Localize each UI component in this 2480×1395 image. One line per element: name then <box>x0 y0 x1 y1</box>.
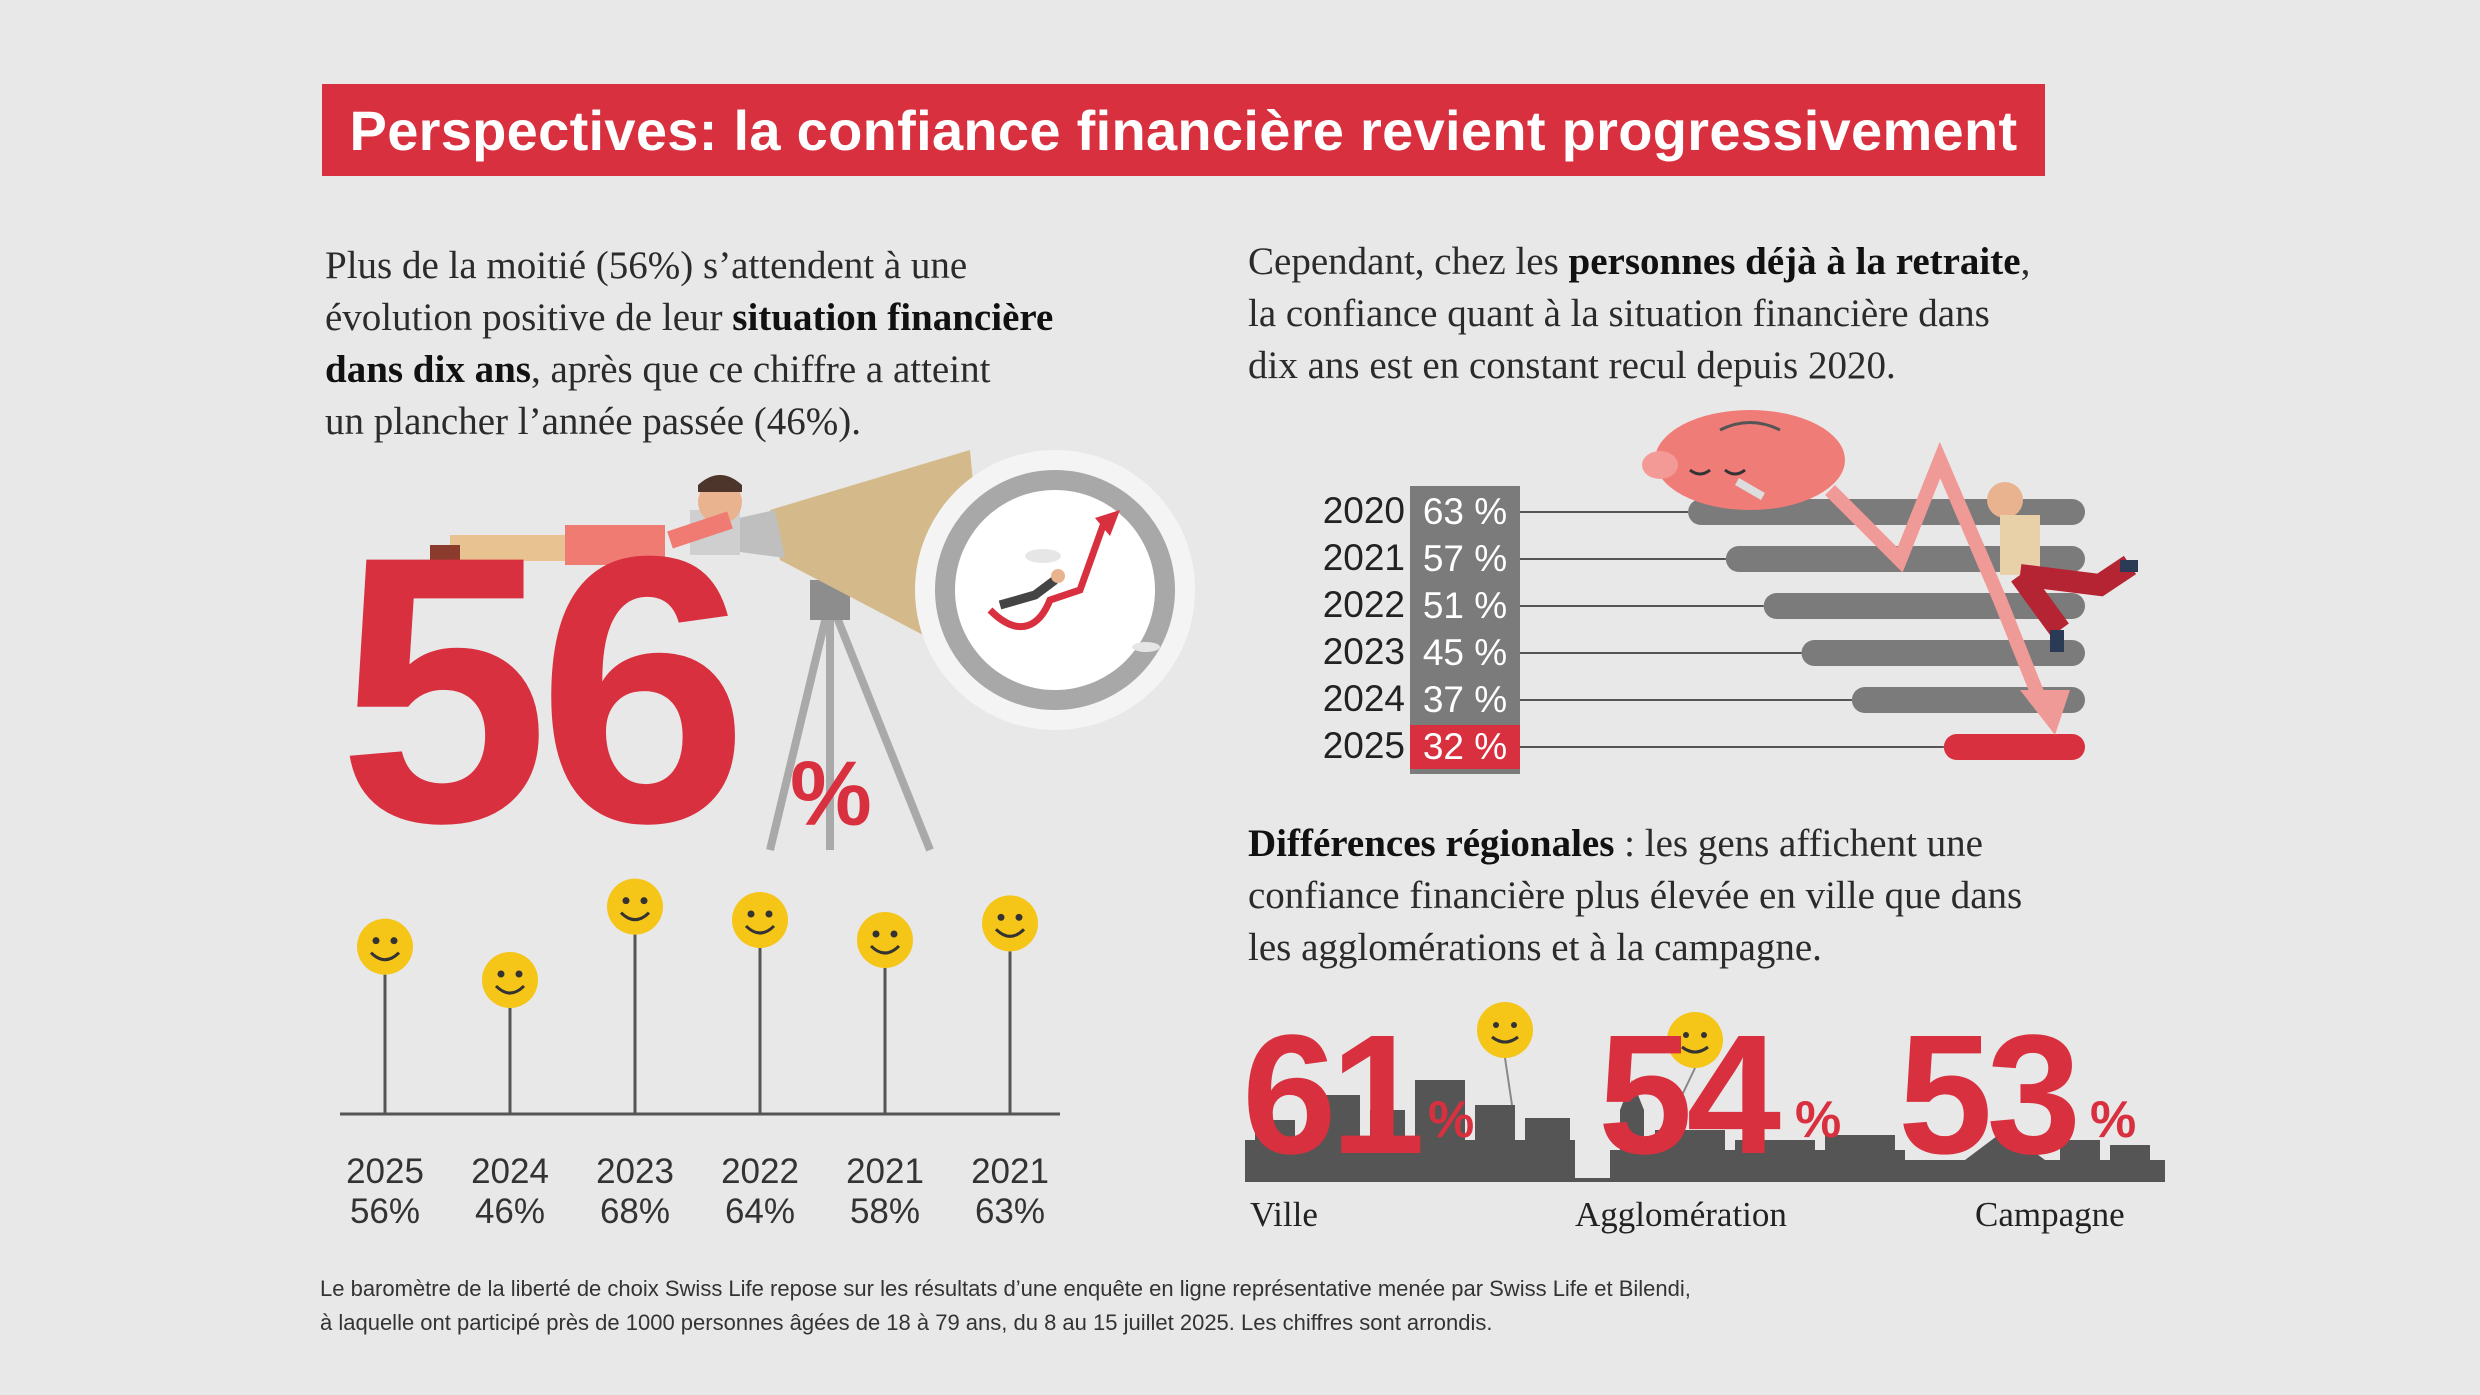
senior-man-illustration <box>1987 482 2138 652</box>
tripod-icon <box>766 598 934 852</box>
value-label: 46% <box>474 1192 546 1231</box>
balloon-icon <box>1667 1012 1723 1111</box>
year-label: 2022 <box>721 1152 799 1191</box>
year-label: 2021 <box>1322 537 1405 578</box>
value-label: 32 % <box>1422 726 1508 767</box>
right-line-1-text: Cependant, chez les <box>1248 240 1569 283</box>
smiley-marker <box>607 878 663 1114</box>
smiley-icon <box>732 892 788 948</box>
smiley-icon <box>482 952 538 1008</box>
regional-line-3: les agglomérations et à la campagne. <box>1248 926 1822 969</box>
smiley-icon <box>982 895 1038 952</box>
left-line-4: un plancher l’année passée (46%). <box>325 400 862 443</box>
smiley-marker <box>732 892 788 1114</box>
value-label: 68% <box>599 1192 671 1231</box>
left-line-3-text: , après que ce chiffre a atteint <box>530 348 991 391</box>
left-line-3-bold: dans dix ans <box>325 348 531 391</box>
region-label: Agglomération <box>1575 1195 1787 1234</box>
smiley-marker <box>857 912 913 1114</box>
city-skyline <box>1245 1080 1575 1180</box>
region-percent: % <box>1428 1091 1475 1149</box>
value-label: 63% <box>974 1192 1046 1231</box>
right-line-1-comma: , <box>2020 240 2031 283</box>
year-label: 2023 <box>596 1152 674 1191</box>
balloon-smileys <box>1477 1002 1723 1111</box>
value-label: 63 % <box>1422 491 1508 532</box>
left-line-3: dans dix ans, après que ce chiffre a att… <box>325 344 1225 396</box>
smiley-marker <box>482 952 538 1114</box>
value-label: 58% <box>849 1192 921 1231</box>
man-illustration <box>430 475 742 565</box>
smiley-column-label: 2022 64% <box>700 1152 820 1232</box>
smiley-marker <box>982 895 1038 1114</box>
smiley-column-label: 2024 46% <box>450 1152 570 1232</box>
telescope-illustration <box>430 450 1195 852</box>
region-value: 54 <box>1598 1000 1781 1190</box>
town-skyline <box>1610 1080 1905 1180</box>
footnote-line-2: à laquelle ont participé près de 1000 pe… <box>320 1310 1493 1335</box>
page-title: Perspectives: la confiance financière re… <box>349 98 2018 162</box>
region-percent: % <box>2090 1091 2137 1149</box>
retirement-bar <box>1520 734 2085 760</box>
smiley-lollipop-chart <box>340 878 1060 1116</box>
left-line-2-bold: situation financière <box>732 296 1054 339</box>
region-label: Campagne <box>1975 1195 2125 1234</box>
headline-percent: % <box>790 743 872 845</box>
value-label: 45 % <box>1422 632 1508 673</box>
right-line-1-bold: personnes déjà à la retraite <box>1568 240 2021 283</box>
smiley-column-label: 2023 68% <box>575 1152 695 1232</box>
left-line-2: évolution positive de leur situation fin… <box>325 292 1225 344</box>
year-label: 2024 <box>1322 678 1405 719</box>
smiley-column-label: 2021 58% <box>825 1152 945 1232</box>
left-paragraph: Plus de la moitié (56%) s’attendent à un… <box>325 240 1225 448</box>
highlight-value-bg <box>1410 725 1520 769</box>
year-label: 2025 <box>1322 725 1405 766</box>
left-line-2-text: évolution positive de leur <box>325 296 733 339</box>
piggy-bank-illustration <box>1642 410 2138 735</box>
regional-skylines <box>1245 1080 2165 1182</box>
region-label: Ville <box>1250 1195 1318 1234</box>
right-line-2: la confiance quant à la situation financ… <box>1248 292 1990 335</box>
balloon-icon <box>1477 1002 1533 1106</box>
regional-line-1-text: : les gens affichent une <box>1614 822 1983 865</box>
footnote-line-1: Le baromètre de la liberté de choix Swis… <box>320 1276 1691 1301</box>
year-label: 2020 <box>1322 490 1405 531</box>
footnote: Le baromètre de la liberté de choix Swis… <box>320 1272 1691 1340</box>
year-label: 2023 <box>1322 631 1405 672</box>
year-label: 2021 <box>846 1152 924 1191</box>
value-label: 37 % <box>1422 679 1508 720</box>
regional-paragraph: Différences régionales : les gens affich… <box>1248 818 2298 974</box>
smiley-column-label: 2021 63% <box>950 1152 1070 1232</box>
region-percent: % <box>1795 1091 1842 1149</box>
village-skyline <box>1895 1130 2165 1180</box>
region-value: 61 <box>1242 1000 1425 1190</box>
year-label: 2022 <box>1322 584 1405 625</box>
left-line-1: Plus de la moitié (56%) s’attendent à un… <box>325 244 968 287</box>
smiley-marker <box>357 918 413 1114</box>
value-label: 56% <box>349 1192 421 1231</box>
smiley-icon <box>857 912 913 968</box>
headline-number: 56 <box>338 477 749 902</box>
year-label: 2024 <box>471 1152 549 1191</box>
value-label: 57 % <box>1422 538 1508 579</box>
smiley-icon <box>357 918 413 975</box>
right-line-3: dix ans est en constant recul depuis 202… <box>1248 344 1896 387</box>
regional-line-2: confiance financière plus élevée en vill… <box>1248 874 2023 917</box>
value-label: 51 % <box>1422 585 1508 626</box>
regional-line-1-bold: Différences régionales <box>1248 822 1615 865</box>
smiley-icon <box>607 878 663 935</box>
right-line-1: Cependant, chez les personnes déjà à la … <box>1248 236 2248 288</box>
smiley-column-label: 2025 56% <box>325 1152 445 1232</box>
regional-line-1: Différences régionales : les gens affich… <box>1248 818 2298 870</box>
region-value: 53 <box>1898 1000 2081 1190</box>
year-label: 2021 <box>971 1152 1049 1191</box>
year-label: 2025 <box>346 1152 424 1191</box>
right-paragraph: Cependant, chez les personnes déjà à la … <box>1248 236 2248 392</box>
title-banner: Perspectives: la confiance financière re… <box>322 84 2045 176</box>
value-label: 64% <box>724 1192 796 1231</box>
